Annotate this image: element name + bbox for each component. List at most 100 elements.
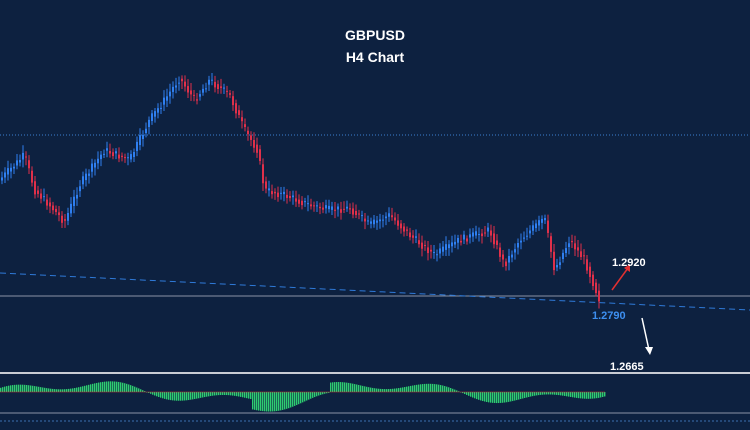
candle-body [280,192,282,194]
candle-body [418,240,420,245]
osc-bar [270,392,272,412]
osc-bar [148,392,150,393]
osc-bar [6,386,8,392]
arrow-head [645,347,653,355]
candle-body [496,240,498,245]
osc-bar [356,384,358,392]
osc-bar [116,381,118,392]
osc-bar [554,392,556,395]
candle-body [403,226,405,232]
candle-body [151,113,153,121]
osc-bar [242,392,244,398]
osc-bar [40,387,42,392]
osc-bar [230,392,232,396]
candle-body [439,248,441,254]
osc-bar [54,389,56,392]
osc-bar [274,392,276,412]
osc-bar [220,392,222,396]
osc-bar [550,392,552,395]
osc-bar [448,387,450,392]
osc-bar [122,382,124,392]
candle-body [64,219,66,221]
osc-bar [44,387,46,392]
candle-body [205,88,207,90]
osc-bar [354,384,356,392]
candle-body [520,240,522,243]
osc-bar [404,387,406,392]
candle-body [370,221,372,224]
candle-body [487,227,489,232]
osc-bar [178,392,180,401]
osc-bar [532,392,534,397]
candle-body [499,247,501,257]
osc-bar [512,392,514,402]
candle-body [238,110,240,115]
candle-body [103,153,105,155]
osc-bar [96,382,98,392]
candle-body [547,220,549,233]
candle-body [43,196,45,198]
osc-bar [508,392,510,402]
osc-bar [286,392,288,409]
osc-bar [488,392,490,403]
osc-bar [4,386,6,392]
osc-bar [360,385,362,392]
osc-bar [128,384,130,392]
candle-body [244,124,246,128]
osc-bar [328,392,330,393]
osc-bar [232,392,234,396]
osc-bar [456,390,458,392]
osc-bar [136,387,138,392]
osc-bar [322,392,324,395]
osc-bar [316,392,318,397]
candle-body [340,209,342,213]
osc-bar [114,381,116,392]
osc-bar [572,392,574,398]
candle-body [598,290,600,302]
candle-body [1,177,3,181]
osc-bar [420,384,422,392]
candle-body [427,247,429,254]
candle-body [382,219,384,221]
osc-bar [418,384,420,392]
osc-bar [336,382,338,392]
osc-bar [66,389,68,392]
osc-bar [510,392,512,402]
osc-bar [544,392,546,395]
osc-bar [352,383,354,392]
osc-bar [444,386,446,392]
osc-bar [542,392,544,395]
osc-bar [570,392,572,397]
osc-bar [366,386,368,392]
candle-body [121,155,123,157]
osc-bar [208,392,210,397]
osc-bar [604,392,606,397]
candle-body [334,209,336,211]
candle-body [235,103,237,114]
osc-bar [278,392,280,411]
osc-bar [234,392,236,396]
candle-body [517,242,519,248]
candle-body [109,151,111,154]
osc-bar [20,384,22,392]
osc-bar [166,392,168,400]
osc-bar [410,385,412,392]
osc-bar [28,385,30,392]
osc-bar [174,392,176,401]
candle-body [430,249,432,252]
osc-bar [256,392,258,411]
osc-bar [218,392,220,396]
candle-body [484,232,486,234]
candle-body [589,266,591,277]
osc-bar [126,383,128,392]
candle-body [388,213,390,217]
osc-bar [42,387,44,392]
osc-bar [150,392,152,394]
osc-bar [440,385,442,392]
candle-body [472,232,474,237]
osc-bar [584,392,586,399]
osc-bar [222,392,224,395]
osc-bar [252,392,254,410]
osc-bar [590,392,592,399]
osc-bar [340,382,342,392]
